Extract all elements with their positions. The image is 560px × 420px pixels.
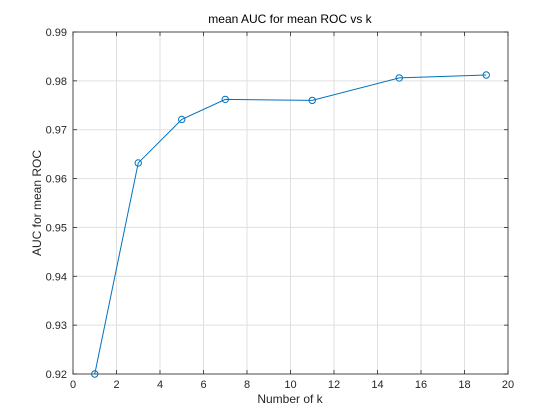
x-tick-label: 2 [113, 379, 119, 391]
x-tick-label: 0 [70, 379, 76, 391]
y-tick-label: 0.99 [46, 27, 67, 39]
x-tick-label: 10 [284, 379, 296, 391]
x-tick-label: 12 [328, 379, 340, 391]
x-tick-label: 6 [200, 379, 206, 391]
data-point [482, 71, 490, 79]
tick-labels: 0 2 4 6 8 10 12 14 16 18 20 0.92 0.93 0.94 0.95 0.96 0.9… [46, 27, 515, 391]
data-point [91, 370, 99, 378]
x-tick-label: 16 [415, 379, 427, 391]
x-axis-label: Number of k [257, 392, 323, 406]
data-point [308, 96, 316, 105]
data-point [395, 74, 403, 82]
axes-border [72, 31, 509, 375]
series-line [94, 74, 487, 375]
y-axis-label: AUC for mean ROC [30, 150, 44, 256]
axis-ticks [72, 31, 509, 375]
y-tick-label: 0.93 [46, 320, 67, 332]
chart-title: mean AUC for mean ROC vs k [208, 12, 372, 26]
x-tick-label: 14 [371, 379, 383, 391]
y-tick-label: 0.92 [46, 369, 67, 381]
data-point [221, 95, 229, 104]
data-point [134, 159, 142, 167]
x-tick-label: 4 [157, 379, 163, 391]
x-tick-label: 20 [502, 379, 514, 391]
y-tick-label: 0.98 [46, 76, 67, 88]
series-layer [91, 71, 490, 378]
data-point [178, 115, 186, 124]
y-tick-label: 0.94 [46, 271, 67, 283]
y-tick-label: 0.97 [46, 125, 67, 137]
y-tick-label: 0.95 [46, 222, 67, 234]
x-tick-label: 18 [458, 379, 470, 391]
y-tick-label: 0.96 [46, 174, 67, 186]
plot-area [72, 31, 509, 378]
x-tick-label: 8 [244, 379, 250, 391]
